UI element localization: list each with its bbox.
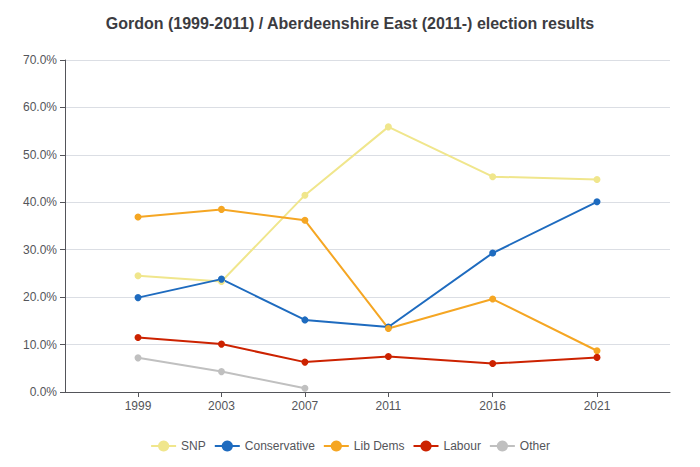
svg-text:2011: 2011 (375, 399, 401, 413)
svg-text:Conservative: Conservative (245, 439, 315, 453)
svg-text:2021: 2021 (584, 399, 611, 413)
svg-text:50.0%: 50.0% (23, 148, 57, 162)
svg-text:1999: 1999 (125, 399, 152, 413)
svg-text:70.0%: 70.0% (23, 53, 57, 67)
svg-text:0.0%: 0.0% (30, 385, 58, 399)
svg-text:60.0%: 60.0% (23, 100, 57, 114)
svg-text:Lib Dems: Lib Dems (354, 439, 405, 453)
svg-text:30.0%: 30.0% (23, 243, 57, 257)
svg-text:20.0%: 20.0% (23, 290, 57, 304)
svg-text:Other: Other (520, 439, 550, 453)
svg-text:40.0%: 40.0% (23, 195, 57, 209)
svg-text:10.0%: 10.0% (23, 338, 57, 352)
svg-text:2003: 2003 (208, 399, 235, 413)
svg-text:Gordon (1999-2011) / Aberdeens: Gordon (1999-2011) / Aberdeenshire East … (106, 15, 595, 32)
svg-text:2007: 2007 (292, 399, 319, 413)
svg-text:2016: 2016 (479, 399, 506, 413)
svg-text:Labour: Labour (444, 439, 481, 453)
svg-text:SNP: SNP (181, 439, 206, 453)
